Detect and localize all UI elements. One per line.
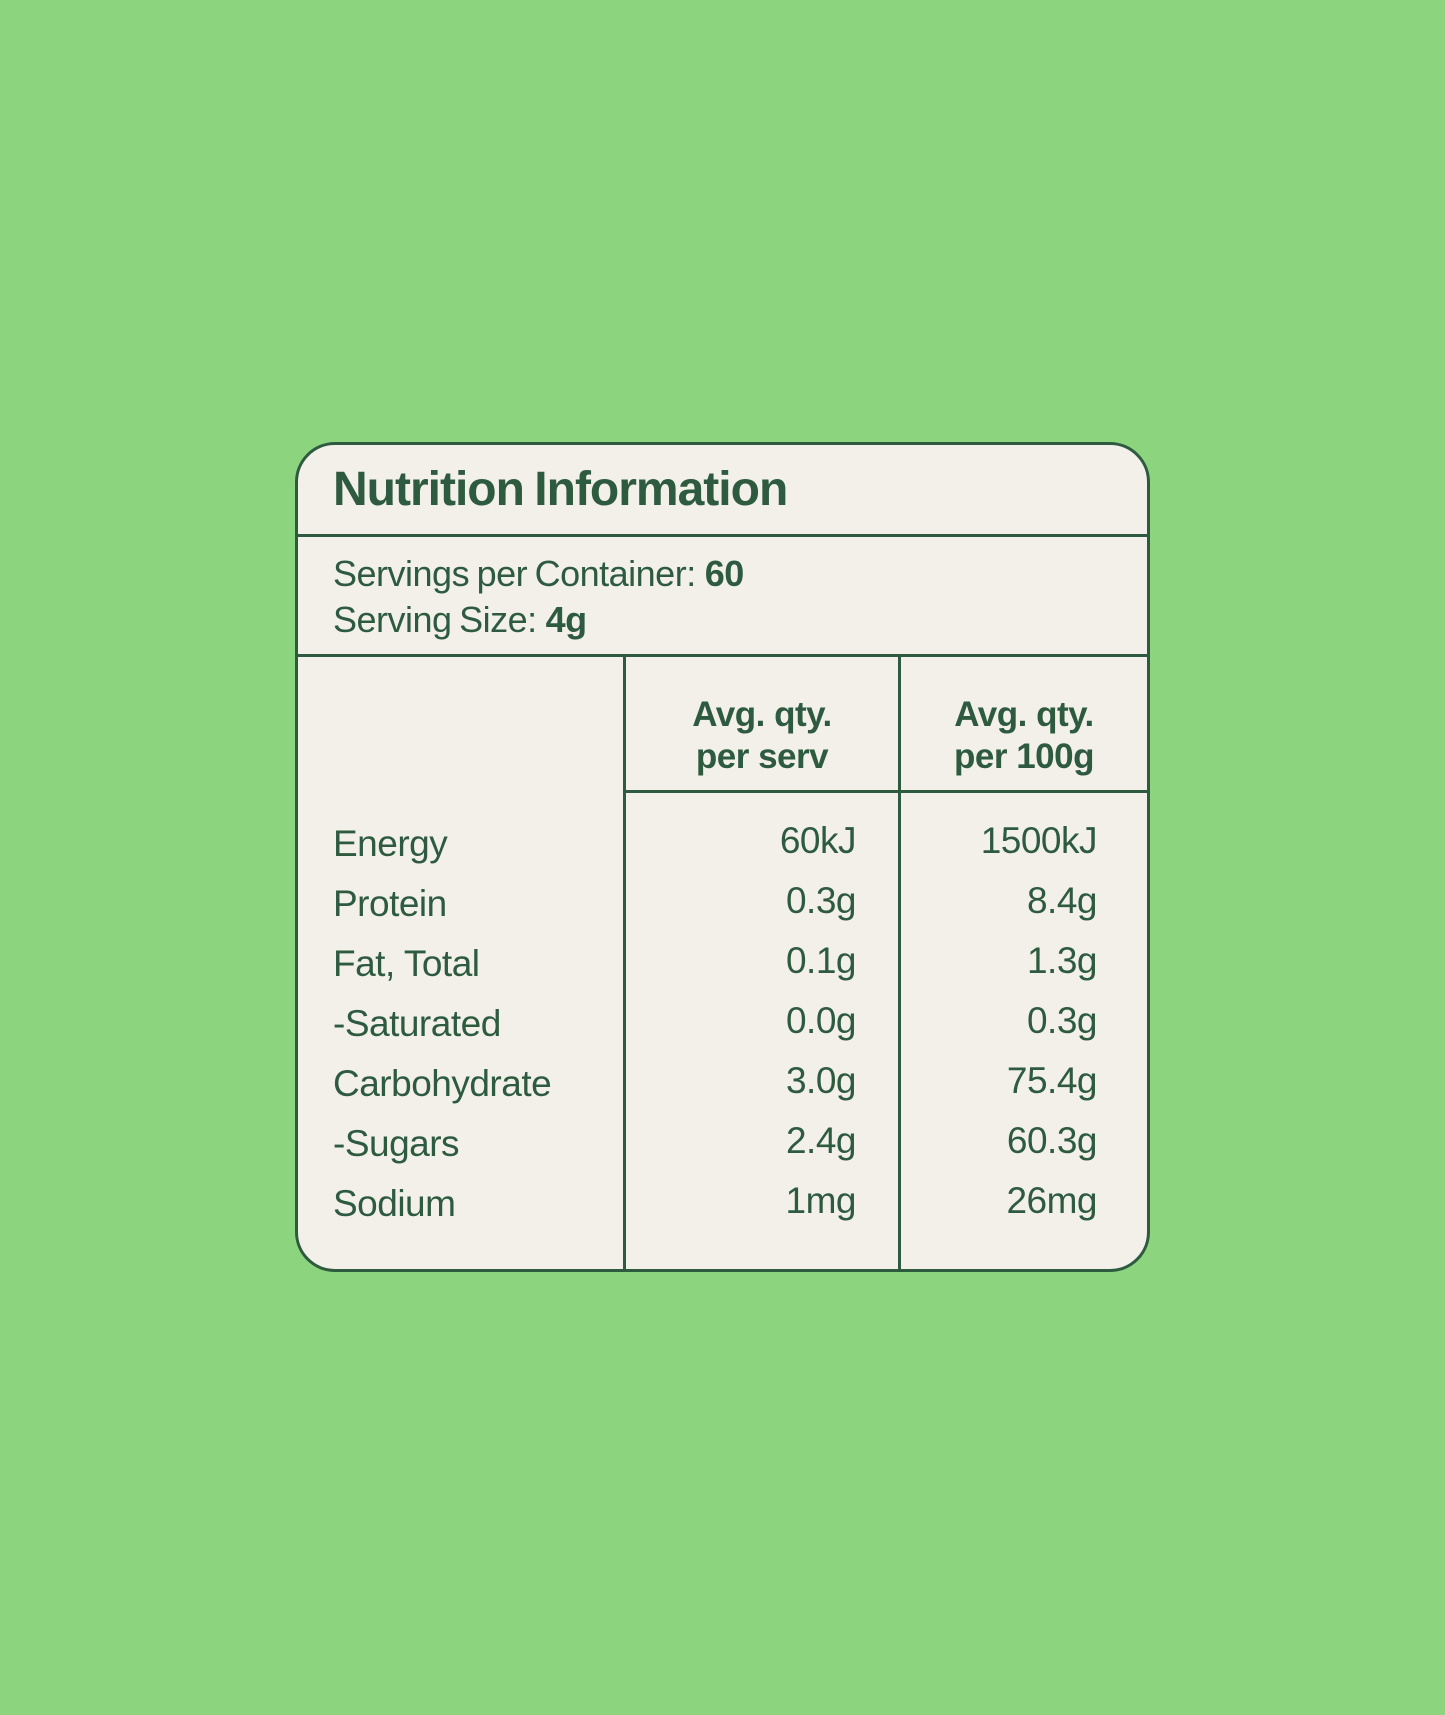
carbohydrate-per-100g: 75.4g [1006, 1060, 1098, 1101]
row-label-energy: Energy [333, 823, 448, 864]
row-label-protein: Protein [333, 883, 447, 924]
sugars-per-100g: 60.3g [1006, 1120, 1098, 1161]
per-serve-column: Avg. qty. per serv 60kJ 0.3g 0.1g 0.0g 3… [623, 657, 898, 1269]
carbohydrate-per-serve: 3.0g [785, 1060, 857, 1101]
servings-value: 60 [704, 553, 745, 594]
saturated-per-100g: 0.3g [1026, 1000, 1098, 1041]
sodium-per-100g: 26mg [1006, 1180, 1097, 1221]
fat-total-per-serve: 0.1g [785, 940, 857, 981]
nutrient-name-column: Energy Protein Fat, Total -Saturated Car… [298, 657, 623, 1269]
per-100g-header: Avg. qty. per 100g [901, 657, 1147, 793]
fat-total-per-100g: 1.3g [1026, 940, 1098, 981]
serving-size-value: 4g [545, 599, 588, 640]
row-label-sugars: -Sugars [333, 1123, 460, 1164]
nutrition-table: Energy Protein Fat, Total -Saturated Car… [298, 657, 1147, 1269]
page-title: Nutrition Information [333, 463, 788, 516]
serving-info-section: Servings per Container: 60 Serving Size: 4… [298, 537, 1147, 657]
sugars-per-serve: 2.4g [785, 1120, 857, 1161]
sodium-per-serve: 1mg [785, 1180, 857, 1221]
per-100g-column: Avg. qty. per 100g 1500kJ 8.4g 1.3g 0.3g… [898, 657, 1147, 1269]
title-section: Nutrition Information [298, 445, 1147, 537]
row-label-carbohydrate: Carbohydrate [333, 1063, 552, 1104]
servings-label: Servings per Container: [333, 553, 696, 594]
nutrition-panel: Nutrition Information Servings per Conta… [295, 442, 1150, 1272]
servings-per-container: Servings per Container: 60 [333, 551, 1147, 597]
energy-per-100g: 1500kJ [980, 820, 1098, 861]
row-label-saturated: -Saturated [333, 1003, 501, 1044]
serving-size: Serving Size: 4g [333, 597, 1147, 643]
protein-per-serve: 0.3g [785, 880, 857, 921]
saturated-per-serve: 0.0g [785, 1000, 857, 1041]
serving-size-label: Serving Size: [333, 599, 537, 640]
header-empty-cell [298, 657, 623, 796]
row-label-sodium: Sodium [333, 1183, 456, 1224]
energy-per-serve: 60kJ [779, 820, 857, 861]
protein-per-100g: 8.4g [1026, 880, 1098, 921]
per-serve-header: Avg. qty. per serv [626, 657, 898, 793]
row-label-fat-total: Fat, Total [333, 943, 480, 984]
